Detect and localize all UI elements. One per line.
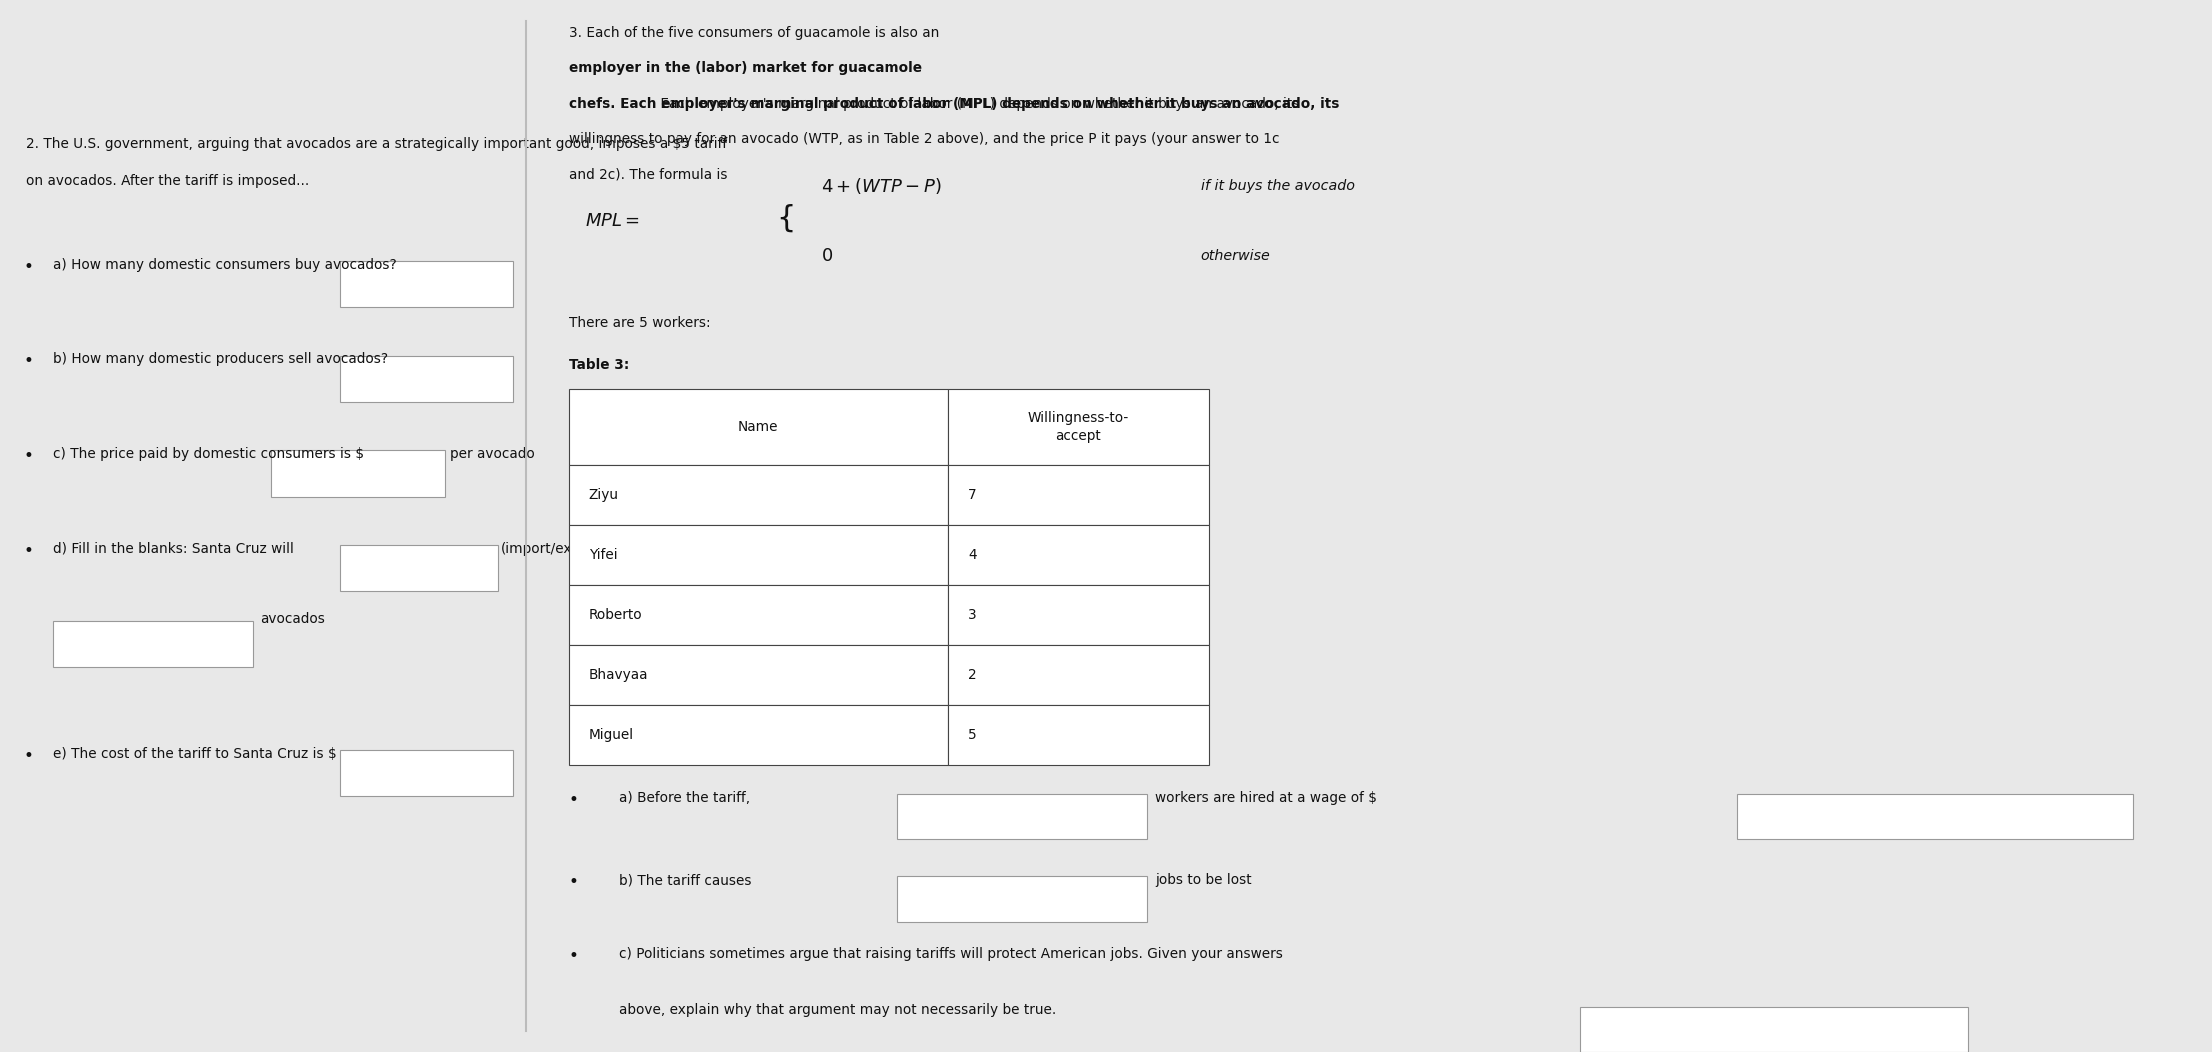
- Text: 4: 4: [969, 548, 978, 562]
- FancyBboxPatch shape: [1736, 794, 2132, 839]
- Text: •: •: [568, 873, 580, 891]
- FancyBboxPatch shape: [568, 705, 947, 765]
- Text: employer in the (labor) market for guacamole: employer in the (labor) market for guaca…: [568, 61, 922, 75]
- FancyBboxPatch shape: [53, 621, 252, 667]
- Text: •: •: [568, 947, 580, 965]
- Text: workers are hired at a wage of $: workers are hired at a wage of $: [1155, 791, 1378, 805]
- Text: •: •: [24, 352, 33, 370]
- Text: Yifei: Yifei: [588, 548, 617, 562]
- Text: e) The cost of the tariff to Santa Cruz is $: e) The cost of the tariff to Santa Cruz …: [53, 747, 336, 761]
- Text: $4 + (\mathit{WTP} - P)$: $4 + (\mathit{WTP} - P)$: [821, 176, 942, 197]
- Text: avocados: avocados: [261, 612, 325, 626]
- FancyBboxPatch shape: [947, 389, 1210, 465]
- FancyBboxPatch shape: [898, 794, 1146, 839]
- Text: •: •: [24, 447, 33, 465]
- Text: d) Fill in the blanks: Santa Cruz will: d) Fill in the blanks: Santa Cruz will: [53, 542, 294, 555]
- Text: There are 5 workers:: There are 5 workers:: [568, 316, 710, 329]
- Text: $\{$: $\{$: [776, 202, 794, 234]
- Text: $\mathit{MPL} = $: $\mathit{MPL} = $: [586, 211, 641, 230]
- Text: Name: Name: [739, 420, 779, 434]
- FancyBboxPatch shape: [341, 261, 513, 307]
- Text: 2: 2: [969, 668, 978, 682]
- Text: Each employer's marginal product of labor (MPL) depends on whether it buys an av: Each employer's marginal product of labo…: [657, 97, 1301, 110]
- FancyBboxPatch shape: [898, 876, 1146, 922]
- Text: c) Politicians sometimes argue that raising tariffs will protect American jobs. : c) Politicians sometimes argue that rais…: [619, 947, 1283, 960]
- FancyBboxPatch shape: [272, 450, 445, 497]
- Text: a) How many domestic consumers buy avocados?: a) How many domestic consumers buy avoca…: [53, 258, 396, 271]
- Text: chefs. Each employer's marginal product of labor (MPL) depends on whether it buy: chefs. Each employer's marginal product …: [568, 97, 1338, 110]
- Text: and 2c). The formula is: and 2c). The formula is: [568, 167, 728, 181]
- Text: Bhavyaa: Bhavyaa: [588, 668, 648, 682]
- FancyBboxPatch shape: [947, 705, 1210, 765]
- Text: •: •: [24, 542, 33, 560]
- FancyBboxPatch shape: [947, 585, 1210, 645]
- Text: jobs to be lost: jobs to be lost: [1155, 873, 1252, 887]
- Text: per avocado: per avocado: [449, 447, 535, 461]
- Text: •: •: [568, 791, 580, 809]
- Text: Miguel: Miguel: [588, 728, 635, 742]
- Text: on avocados. After the tariff is imposed...: on avocados. After the tariff is imposed…: [27, 174, 310, 187]
- FancyBboxPatch shape: [568, 389, 947, 465]
- Text: otherwise: otherwise: [1201, 248, 1270, 263]
- FancyBboxPatch shape: [341, 356, 513, 402]
- FancyBboxPatch shape: [947, 645, 1210, 705]
- Text: $0$: $0$: [821, 246, 834, 265]
- FancyBboxPatch shape: [568, 465, 947, 525]
- FancyBboxPatch shape: [341, 750, 513, 796]
- Text: 5: 5: [969, 728, 978, 742]
- Text: 3. Each of the five consumers of guacamole is also an: 3. Each of the five consumers of guacamo…: [568, 26, 942, 40]
- FancyBboxPatch shape: [947, 465, 1210, 525]
- FancyBboxPatch shape: [1579, 1007, 1969, 1052]
- FancyBboxPatch shape: [568, 585, 947, 645]
- Text: 3: 3: [969, 608, 978, 622]
- Text: (import/export): (import/export): [502, 542, 606, 555]
- Text: Willingness-to-
accept: Willingness-to- accept: [1029, 411, 1128, 443]
- Text: above, explain why that argument may not necessarily be true.: above, explain why that argument may not…: [619, 1003, 1057, 1016]
- FancyBboxPatch shape: [568, 645, 947, 705]
- Text: 7: 7: [969, 488, 978, 502]
- Text: b) The tariff causes: b) The tariff causes: [619, 873, 752, 887]
- Text: a) Before the tariff,: a) Before the tariff,: [619, 791, 750, 805]
- Text: •: •: [24, 747, 33, 765]
- Text: willingness to pay for an avocado (WTP, as in Table 2 above), and the price P it: willingness to pay for an avocado (WTP, …: [568, 132, 1279, 145]
- Text: if it buys the avocado: if it buys the avocado: [1201, 179, 1354, 194]
- Text: b) How many domestic producers sell avocados?: b) How many domestic producers sell avoc…: [53, 352, 387, 366]
- FancyBboxPatch shape: [568, 525, 947, 585]
- Text: Table 3:: Table 3:: [568, 358, 628, 371]
- Text: •: •: [24, 258, 33, 276]
- Text: Roberto: Roberto: [588, 608, 641, 622]
- Text: 2. The U.S. government, arguing that avocados are a strategically important good: 2. The U.S. government, arguing that avo…: [27, 137, 728, 150]
- Text: Ziyu: Ziyu: [588, 488, 619, 502]
- FancyBboxPatch shape: [947, 525, 1210, 585]
- Text: c) The price paid by domestic consumers is $: c) The price paid by domestic consumers …: [53, 447, 363, 461]
- FancyBboxPatch shape: [341, 545, 498, 591]
